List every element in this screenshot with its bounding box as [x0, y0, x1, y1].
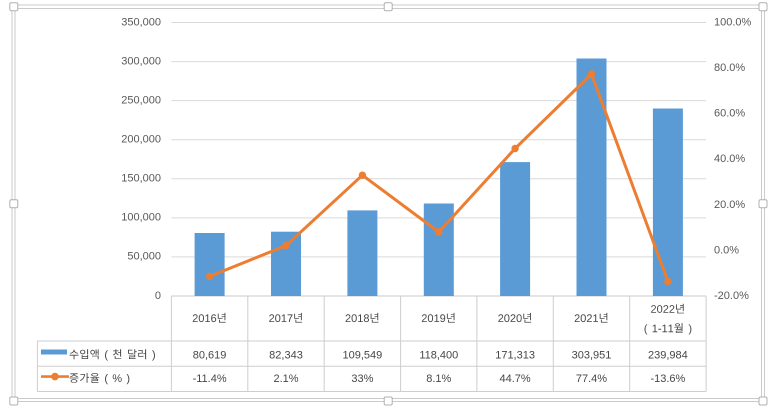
svg-text:109,549: 109,549: [343, 349, 383, 361]
svg-text:40.0%: 40.0%: [714, 153, 745, 165]
svg-text:0: 0: [155, 290, 161, 302]
svg-text:303,951: 303,951: [572, 349, 612, 361]
svg-text:-20.0%: -20.0%: [714, 290, 749, 302]
svg-text:-13.6%: -13.6%: [650, 373, 685, 385]
svg-text:80,619: 80,619: [193, 349, 227, 361]
svg-text:2.1%: 2.1%: [273, 373, 298, 385]
svg-text:80.0%: 80.0%: [714, 62, 745, 74]
svg-text:100.0%: 100.0%: [714, 17, 752, 29]
svg-text:200,000: 200,000: [121, 134, 161, 146]
svg-text:0.0%: 0.0%: [714, 244, 739, 256]
svg-text:60.0%: 60.0%: [714, 108, 745, 120]
svg-text:77.4%: 77.4%: [576, 373, 607, 385]
svg-text:82,343: 82,343: [269, 349, 303, 361]
svg-text:33%: 33%: [351, 373, 373, 385]
svg-text:150,000: 150,000: [121, 173, 161, 185]
svg-text:118,400: 118,400: [419, 349, 458, 361]
svg-text:239,984: 239,984: [648, 349, 688, 361]
svg-text:350,000: 350,000: [121, 16, 161, 28]
svg-text:300,000: 300,000: [121, 55, 161, 67]
svg-text:250,000: 250,000: [121, 94, 161, 106]
svg-text:171,313: 171,313: [495, 349, 535, 361]
svg-text:8.1%: 8.1%: [426, 373, 451, 385]
svg-text:100,000: 100,000: [121, 212, 161, 224]
svg-text:-11.4%: -11.4%: [193, 373, 227, 385]
svg-text:20.0%: 20.0%: [714, 199, 745, 211]
svg-text:44.7%: 44.7%: [499, 373, 530, 385]
svg-text:50,000: 50,000: [127, 251, 161, 263]
